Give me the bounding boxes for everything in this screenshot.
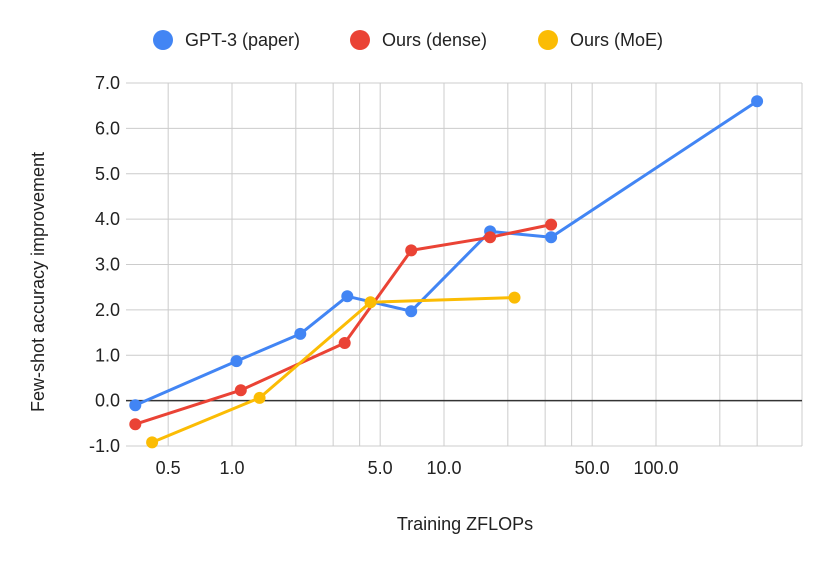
legend-item: Ours (dense): [350, 30, 487, 50]
series-line: [134, 99, 758, 407]
legend-label: Ours (MoE): [570, 30, 663, 50]
x-axis-title: Training ZFLOPs: [397, 514, 533, 534]
data-point: [405, 244, 418, 257]
data-point: [146, 436, 159, 449]
x-tick-label: 10.0: [426, 458, 461, 478]
data-point: [129, 418, 142, 431]
y-tick-label: 6.0: [95, 118, 120, 138]
gridlines: [126, 82, 803, 447]
legend-marker: [153, 30, 173, 50]
x-tick-label: 50.0: [575, 458, 610, 478]
series-ours-dense: [129, 218, 558, 431]
x-tick-label: 1.0: [219, 458, 244, 478]
x-axis-ticks: 0.5 1.0 5.0 10.0 50.0 100.0: [156, 458, 679, 478]
data-point: [230, 355, 243, 368]
data-point: [545, 218, 558, 231]
series-gpt-3-paper: [129, 95, 764, 412]
legend-item: GPT-3 (paper): [153, 30, 300, 50]
x-tick-label: 5.0: [368, 458, 393, 478]
y-tick-label: 2.0: [95, 300, 120, 320]
data-point: [545, 231, 558, 244]
data-point: [341, 290, 354, 303]
y-axis-title: Few-shot accuracy improvement: [28, 152, 48, 412]
legend-label: Ours (dense): [382, 30, 487, 50]
legend-marker: [538, 30, 558, 50]
data-point: [484, 231, 497, 244]
data-point: [294, 327, 307, 340]
data-point: [405, 305, 418, 318]
y-tick-label: 5.0: [95, 164, 120, 184]
data-point: [253, 391, 266, 404]
data-point: [364, 296, 377, 309]
series-line: [151, 296, 515, 444]
x-tick-label: 100.0: [633, 458, 678, 478]
series-ours-moe: [146, 291, 521, 449]
data-point: [129, 399, 142, 412]
data-point: [751, 95, 764, 108]
data-point: [338, 337, 351, 349]
data-point: [508, 291, 521, 304]
legend-marker: [350, 30, 370, 50]
x-tick-label: 0.5: [156, 458, 181, 478]
legend: GPT-3 (paper) Ours (dense) Ours (MoE): [153, 30, 663, 50]
data-series: [129, 95, 764, 449]
y-tick-label: 1.0: [95, 345, 120, 365]
y-tick-label: 4.0: [95, 209, 120, 229]
y-tick-label: 0.0: [95, 391, 120, 411]
y-axis-ticks: 7.0 6.0 5.0 4.0 3.0 2.0 1.0 0.0 -1.0: [89, 73, 120, 456]
y-tick-label: -1.0: [89, 436, 120, 456]
legend-item: Ours (MoE): [538, 30, 663, 50]
y-tick-label: 7.0: [95, 73, 120, 93]
legend-label: GPT-3 (paper): [185, 30, 300, 50]
series-line: [134, 223, 552, 426]
data-point: [234, 384, 247, 397]
y-tick-label: 3.0: [95, 255, 120, 275]
